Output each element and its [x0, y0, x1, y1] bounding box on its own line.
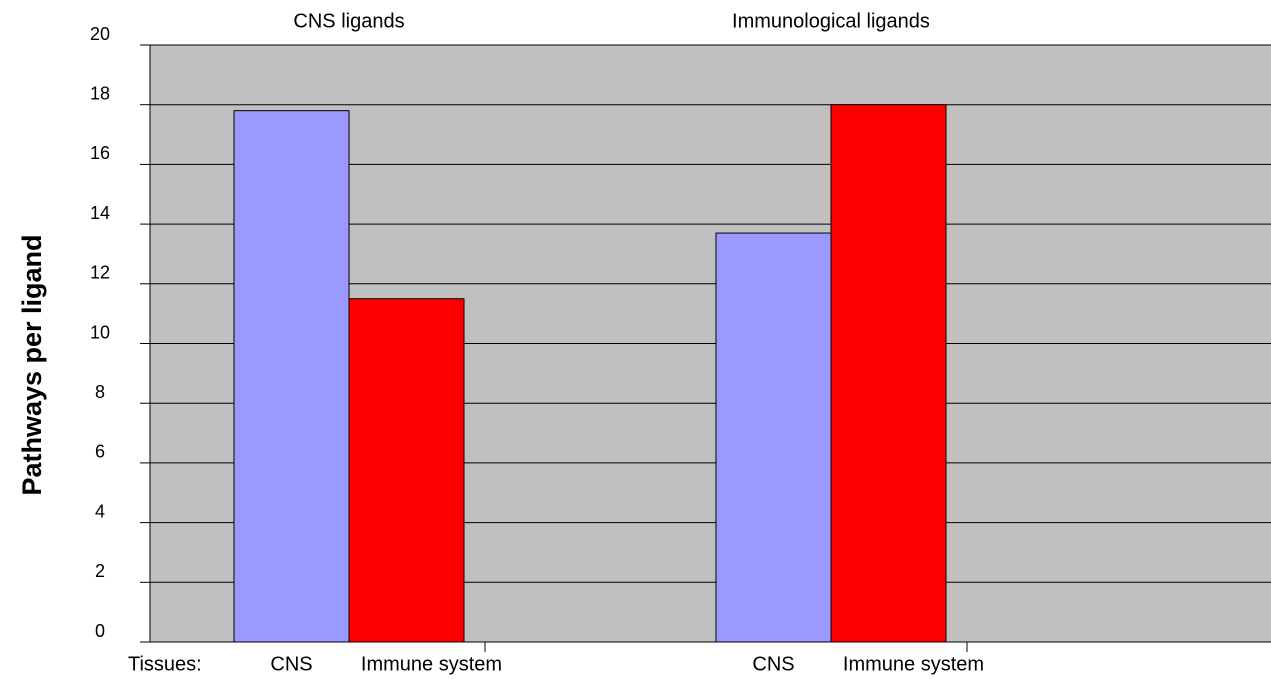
- y-tick-label: 16: [90, 143, 110, 163]
- x-tick-label: CNS: [270, 653, 312, 675]
- y-tick-label: 10: [90, 322, 110, 342]
- y-tick-label: 4: [95, 501, 105, 521]
- y-tick-label: 12: [90, 263, 110, 283]
- bar: [233, 110, 350, 643]
- y-axis-label: Pathways per ligand: [17, 234, 47, 495]
- bar: [830, 104, 947, 643]
- group-title: Immunological ligands: [732, 10, 930, 32]
- x-tick-label: CNS: [752, 653, 794, 675]
- group-title: CNS ligands: [293, 10, 404, 32]
- x-tick-label: Immune system: [843, 653, 984, 675]
- y-tick-label: 6: [95, 442, 105, 462]
- y-tick-label: 14: [90, 203, 110, 223]
- bar: [715, 232, 832, 643]
- y-tick-label: 2: [95, 561, 105, 581]
- x-axis-label: Tissues:: [128, 653, 202, 675]
- y-tick-label: 0: [95, 621, 105, 641]
- y-tick-label: 8: [95, 382, 105, 402]
- y-tick-label: 20: [90, 24, 110, 44]
- bar: [348, 298, 465, 643]
- x-tick-label: Immune system: [361, 653, 502, 675]
- y-tick-label: 18: [90, 83, 110, 103]
